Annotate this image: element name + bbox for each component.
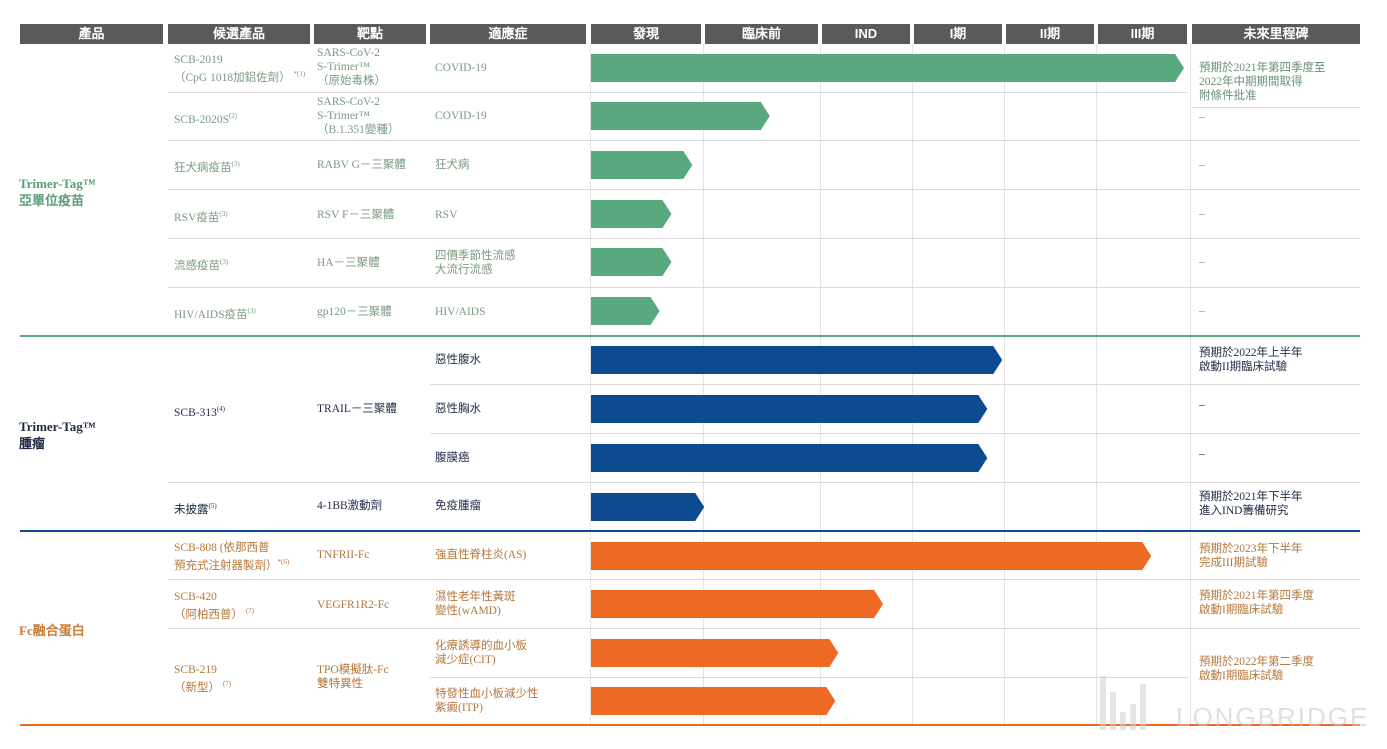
milestone: 預期於2022年上半年 啟動II期臨床試驗: [1199, 347, 1303, 373]
indication: 特發性血小板減少性 紫癜(ITP): [435, 688, 539, 714]
milestone: –: [1199, 399, 1205, 411]
header-preclinical: 臨床前: [705, 24, 818, 44]
header-milestone: 未來里程碑: [1192, 24, 1360, 44]
group-separator: [20, 335, 1360, 337]
progress-bar: [591, 248, 672, 276]
group-label-vaccine: Trimer-Tag™ 亞單位疫苗: [19, 176, 96, 208]
candidate-name: SCB-313(4): [174, 405, 225, 419]
indication: 強直性脊柱炎(AS): [435, 549, 527, 561]
row-divider: [430, 433, 1360, 434]
target-name: SARS-CoV-2 S-Trimer™ （B.1.351變種）: [317, 96, 400, 136]
row-divider: [168, 140, 1360, 141]
candidate-name: SCB-420 （阿柏西普） (7): [174, 591, 255, 621]
target-name: 4-1BB激動劑: [317, 500, 383, 512]
milestone: 預期於2021年第四季度 啟動I期臨床試驗: [1199, 590, 1314, 616]
watermark-logo: LONGBRIDGE: [1098, 674, 1368, 734]
target-name: VEGFR1R2-Fc: [317, 599, 390, 611]
row-divider: [168, 92, 1188, 93]
group-label-oncology: Trimer-Tag™ 腫瘤: [19, 419, 96, 451]
row-divider: [430, 677, 1188, 678]
target-name: RABV G－三聚體: [317, 159, 406, 171]
milestone: 預期於2021年下半年 進入IND籌備研究: [1199, 491, 1303, 517]
progress-bar: [591, 639, 839, 667]
candidate-name: SCB-2019 （CpG 1018加鋁佐劑） *(1): [174, 54, 306, 84]
row-divider: [430, 384, 1360, 385]
indication: 四價季節性流感 大流行流感: [435, 250, 516, 276]
target-name: HA－三聚體: [317, 257, 380, 269]
progress-bar: [591, 687, 836, 715]
candidate-name: SCB-808 (依那西普 預充式注射器製劑）*(6): [174, 542, 290, 572]
progress-bar: [591, 493, 705, 521]
candidate-name: 狂犬病疫苗(3): [174, 160, 240, 174]
candidate-name: 未披露(5): [174, 502, 217, 516]
group-separator: [20, 530, 1360, 532]
header-indication: 適應症: [430, 24, 586, 44]
indication: COVID-19: [435, 110, 487, 122]
indication: 免疫腫瘤: [435, 500, 481, 512]
indication: 狂犬病: [435, 159, 470, 171]
header-phase1: I期: [914, 24, 1002, 44]
target-name: RSV F－三聚體: [317, 209, 395, 221]
indication: COVID-19: [435, 62, 487, 74]
candidate-name: HIV/AIDS疫苗(3): [174, 307, 256, 321]
progress-bar: [591, 346, 1003, 374]
progress-bar: [591, 444, 988, 472]
row-divider: [168, 189, 1360, 190]
indication: HIV/AIDS: [435, 306, 486, 318]
row-divider: [168, 579, 1360, 580]
target-name: gp120－三聚體: [317, 306, 392, 318]
progress-bar: [591, 102, 770, 130]
milestone: 預期於2021年第四季度至 2022年中期期間取得 附條件批准: [1199, 62, 1326, 102]
progress-bar: [591, 151, 693, 179]
group-label-fc-fusion: Fc融合蛋白: [19, 623, 85, 638]
header-ind: IND: [822, 24, 910, 44]
header-candidate: 候選產品: [168, 24, 310, 44]
indication: 腹膜癌: [435, 452, 470, 464]
row-divider: [168, 482, 1360, 483]
candidate-name: SCB-219 （新型） (7): [174, 664, 232, 694]
group-separator: [20, 724, 1360, 726]
milestone: –: [1199, 448, 1205, 460]
milestone: 預期於2022年第二季度 啟動I期臨床試驗: [1199, 656, 1314, 682]
target-name: TRAIL－三聚體: [317, 403, 397, 415]
candidate-name: 流感疫苗(3): [174, 258, 229, 272]
target-name: TPO模擬肽-Fc 雙特異性: [317, 664, 389, 690]
milestone: –: [1199, 256, 1205, 268]
target-name: TNFRII-Fc: [317, 549, 370, 561]
progress-bar: [591, 297, 660, 325]
indication: 惡性腹水: [435, 354, 481, 366]
row-divider: [168, 287, 1360, 288]
milestone: –: [1199, 111, 1205, 123]
milestone: –: [1199, 208, 1205, 220]
milestone: 預期於2023年下半年 完成III期試驗: [1199, 543, 1303, 569]
indication: 惡性胸水: [435, 403, 481, 415]
header-discovery: 發現: [591, 24, 701, 44]
milestone: –: [1199, 305, 1205, 317]
indication: 濕性老年性黃斑 變性(wAMD): [435, 591, 516, 617]
indication: RSV: [435, 209, 458, 221]
progress-bar: [591, 54, 1185, 82]
row-divider: [168, 238, 1360, 239]
progress-bar: [591, 590, 884, 618]
header-product: 產品: [20, 24, 163, 44]
row-divider: [1192, 107, 1360, 108]
milestone: –: [1199, 159, 1205, 171]
indication: 化療誘導的血小板 減少症(CIT): [435, 640, 527, 666]
header-phase2: II期: [1006, 24, 1094, 44]
candidate-name: SCB-2020S(2): [174, 112, 238, 126]
target-name: SARS-CoV-2 S-Trimer™ （原始毒株）: [317, 47, 386, 87]
progress-bar: [591, 200, 672, 228]
progress-bar: [591, 542, 1152, 570]
header-phase3: III期: [1098, 24, 1187, 44]
candidate-name: RSV疫苗(3): [174, 210, 228, 224]
progress-bar: [591, 395, 988, 423]
header-target: 靶點: [314, 24, 426, 44]
row-divider: [168, 628, 1360, 629]
